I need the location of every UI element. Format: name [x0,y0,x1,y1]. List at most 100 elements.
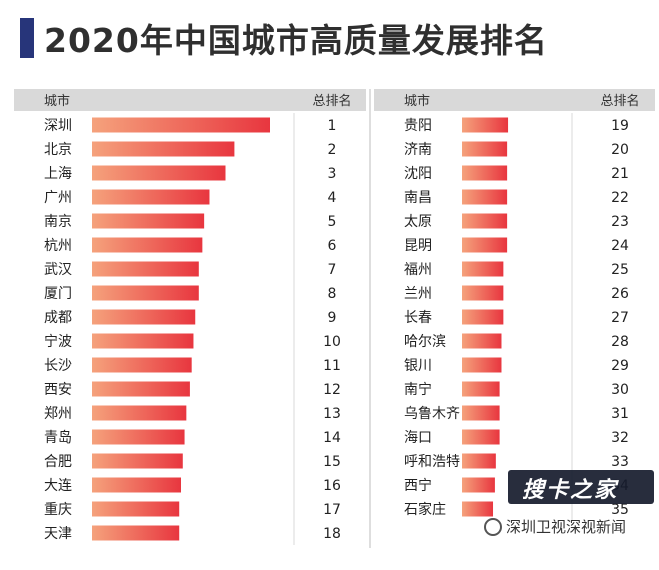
rank-label: 6 [328,238,337,254]
rank-label: 9 [328,310,337,326]
source-credit: 深圳卫视深视新闻 [506,518,627,536]
bar [92,357,192,373]
rank-label: 20 [611,142,629,158]
bar [462,165,508,181]
rank-label: 29 [611,358,629,374]
city-label: 武汉 [44,262,72,278]
bar [92,453,183,469]
rank-label: 21 [611,166,629,182]
city-label: 银川 [404,358,432,374]
bar [92,525,180,541]
city-label: 天津 [44,526,72,542]
city-label: 南京 [44,214,72,230]
city-label: 乌鲁木齐 [404,406,460,422]
rank-label: 30 [611,382,629,398]
rank-label: 26 [611,286,629,302]
city-label: 合肥 [44,454,72,470]
city-label: 南宁 [404,381,432,398]
wechat-icon [484,518,502,536]
city-label: 宁波 [44,333,72,350]
bar [462,309,504,325]
rank-label: 14 [323,430,341,446]
city-label: 呼和浩特 [404,454,460,470]
rank-label: 22 [611,190,629,206]
rank-label: 4 [328,190,337,206]
bar [92,213,205,229]
header-city-label: 城市 [404,93,430,109]
bar [462,477,495,493]
rank-label: 10 [323,334,341,350]
rank-label: 17 [323,502,341,518]
city-label: 长沙 [44,358,72,374]
watermark-logo [508,470,654,504]
bar [462,333,502,349]
rank-label: 3 [328,166,337,182]
city-label: 郑州 [44,406,72,422]
page-title: 2020年中国城市高质量发展排名 [44,21,548,60]
city-label: 杭州 [44,238,72,254]
city-label: 海口 [404,430,432,446]
bar [92,285,199,301]
city-label: 重庆 [44,502,72,518]
bar [462,213,508,229]
bar [462,381,500,397]
rank-label: 8 [328,286,337,302]
rank-label: 35 [611,502,629,518]
rank-label: 15 [323,454,341,470]
city-label: 福州 [404,262,432,278]
bar [92,309,196,325]
city-label: 深圳 [44,118,72,134]
city-label: 兰州 [404,286,432,302]
bar [462,357,502,373]
rank-label: 27 [611,310,629,326]
header-rank-label: 总排名 [312,93,351,109]
bar [92,261,199,277]
bar [92,405,187,421]
city-label: 长春 [404,310,432,326]
bar [462,117,509,133]
rank-label: 16 [323,478,341,494]
city-label: 太原 [404,214,432,230]
rank-label: 5 [328,214,337,230]
city-label: 沈阳 [404,166,432,182]
city-label: 哈尔滨 [404,334,446,350]
bar [462,189,508,205]
bar [462,285,504,301]
city-label: 广州 [44,190,72,206]
bar [92,381,190,397]
bar [92,117,270,133]
header-band [374,89,655,111]
header-rank-label: 总排名 [600,93,639,109]
city-label: 西安 [44,382,72,398]
rank-label: 33 [611,454,629,470]
city-label: 济南 [404,142,432,158]
bar [92,189,210,205]
bar [92,237,203,253]
watermark-text: 搜卡之家 [522,478,619,503]
bar [92,333,194,349]
bar [92,429,185,445]
bar [462,501,494,517]
city-label: 南昌 [404,190,432,206]
rank-label: 25 [611,262,629,278]
rank-label: 11 [323,358,341,374]
rank-label: 12 [323,382,341,398]
bar [92,141,235,157]
title-accent-bar [20,18,34,58]
rank-label: 31 [611,406,629,422]
city-label: 厦门 [44,286,72,302]
city-label: 成都 [44,310,72,326]
city-label: 北京 [44,142,72,158]
header-band [14,89,366,111]
rank-label: 24 [611,238,629,254]
bar [462,429,500,445]
rank-label: 28 [611,334,629,350]
rank-label: 32 [611,430,629,446]
bar [92,501,180,517]
bar [462,237,508,253]
bar [462,141,508,157]
header-city-label: 城市 [44,93,70,109]
bar [462,453,496,469]
city-label: 昆明 [404,238,432,254]
city-label: 西宁 [404,477,432,494]
